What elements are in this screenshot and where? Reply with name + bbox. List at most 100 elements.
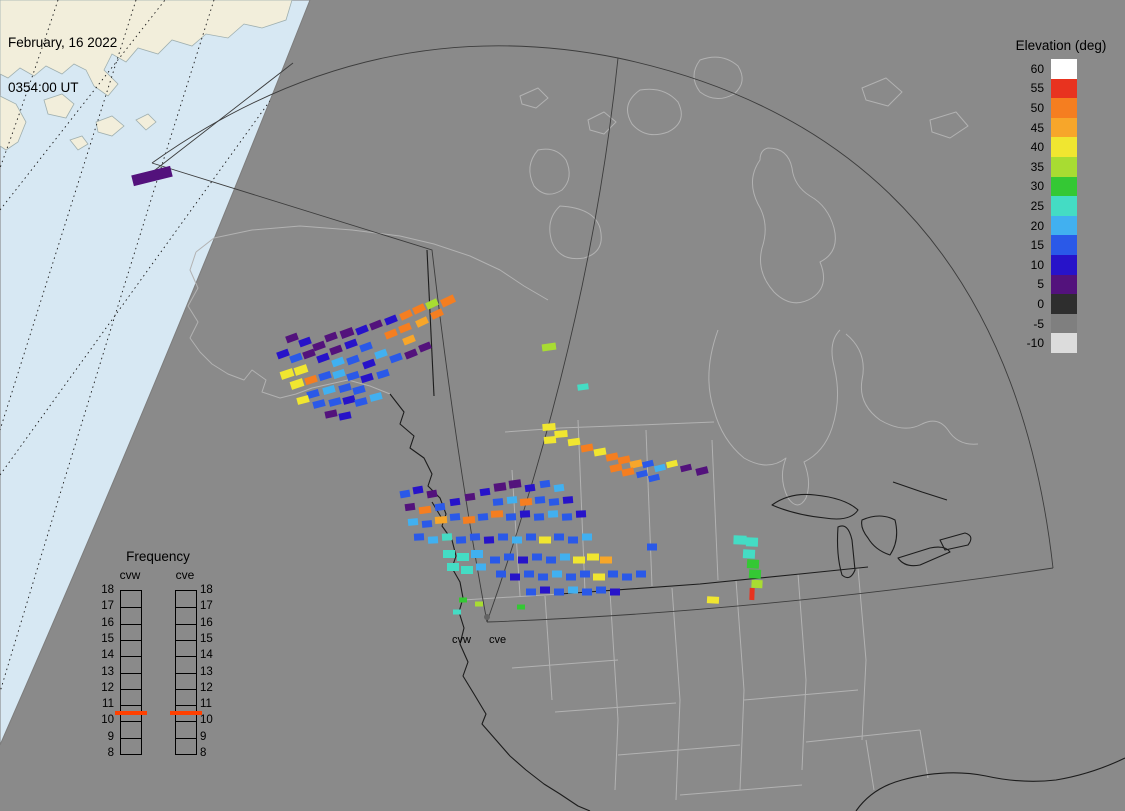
time-text: 0354:00 UT [8, 80, 79, 95]
radar-echo [332, 368, 346, 380]
radar-echo [441, 533, 453, 541]
frequency-tick-label: 17 [101, 600, 114, 613]
map-label-cvw: cvw [452, 634, 471, 646]
radar-echo [324, 331, 338, 343]
elevation-legend-swatch [1051, 137, 1077, 157]
radar-echo [554, 429, 568, 439]
radar-echo [471, 550, 483, 558]
radar-echo [339, 327, 355, 339]
radar-echo [289, 352, 303, 364]
radar-echo [404, 348, 418, 360]
radar-echo [552, 570, 562, 578]
radar-echo [475, 601, 483, 607]
radar-echo [647, 543, 657, 551]
radar-echo [425, 298, 439, 310]
frequency-tick [121, 672, 141, 674]
radar-echo [376, 368, 390, 380]
radar-echo [647, 473, 661, 483]
radar-echo [328, 397, 342, 407]
radar-echo [554, 533, 564, 541]
radar-echo [304, 374, 318, 386]
timestamp-block: February, 16 2022 0354:00 UT [8, 5, 117, 125]
elevation-legend-swatch [1051, 156, 1077, 177]
frequency-tick-label: 18 [101, 584, 114, 596]
elevation-legend-swatch [1051, 333, 1077, 353]
radar-echo [354, 397, 368, 407]
frequency-tick [176, 721, 196, 723]
radar-echo [346, 354, 360, 366]
radar-echo [498, 533, 508, 541]
radar-echo [342, 395, 356, 405]
elevation-legend-label: 5 [1037, 277, 1044, 292]
radar-echo [593, 447, 607, 457]
elevation-legend-label: 15 [1030, 238, 1044, 253]
radar-echo [568, 536, 578, 544]
frequency-tick [176, 607, 196, 609]
radar-echo [355, 324, 369, 336]
frequency-tick-label: 9 [107, 730, 114, 743]
radar-echo [338, 382, 352, 394]
radar-echo [352, 384, 366, 396]
radar-echo [653, 463, 667, 473]
radar-echo [580, 443, 594, 453]
radar-echo [540, 586, 550, 594]
frequency-tick-label: 16 [101, 616, 114, 629]
radar-echo [749, 587, 755, 601]
frequency-tick-label: 9 [200, 730, 207, 743]
radar-echo [517, 604, 525, 610]
radar-echo [609, 463, 623, 473]
radar-echo [360, 372, 374, 384]
radar-echo [538, 573, 548, 581]
elevation-legend-entry: 15 [1000, 235, 1122, 255]
radar-echo [369, 319, 383, 331]
frequency-panel-title: Frequency [126, 549, 190, 564]
radar-echo [453, 609, 461, 615]
radar-echo [439, 294, 457, 308]
radar-echo [593, 573, 605, 581]
radar-echo [312, 399, 326, 409]
radar-echo [539, 536, 551, 544]
frequency-tick-label: 11 [102, 698, 114, 711]
radar-echo [293, 364, 309, 376]
radar-echo [285, 332, 299, 344]
radar-echo [508, 479, 522, 489]
map-label-cve: cve [489, 634, 507, 646]
radar-echo [751, 579, 763, 589]
frequency-tick-label: 14 [101, 649, 114, 662]
elevation-legend-swatch [1051, 59, 1077, 79]
radar-echo [746, 559, 760, 569]
radar-echo [742, 549, 756, 559]
radar-echo [418, 341, 432, 353]
radar-echo [568, 586, 578, 594]
frequency-column-headers: cvw cve [93, 568, 223, 584]
radar-echo [490, 510, 504, 518]
radar-echo [279, 368, 295, 380]
elevation-legend-label: 20 [1030, 218, 1044, 233]
elevation-legend-label: 45 [1030, 120, 1044, 135]
elevation-legend-entry: 10 [1000, 254, 1122, 275]
elevation-legend-swatch [1051, 313, 1077, 334]
radar-echo [430, 308, 444, 320]
elevation-legend-entry: 45 [1000, 117, 1122, 138]
frequency-tick-label: 15 [101, 632, 114, 645]
radar-echo [344, 338, 358, 350]
radar-echo [331, 356, 345, 368]
elevation-legend-label: 35 [1030, 159, 1044, 174]
frequency-tick [176, 688, 196, 690]
radar-echo [600, 556, 612, 564]
radar-echo [582, 533, 592, 541]
frequency-tick [176, 623, 196, 625]
radar-echo [562, 496, 574, 504]
radar-echo [462, 515, 476, 525]
radar-echo [459, 597, 467, 603]
radar-echo [496, 570, 506, 578]
frequency-tick-label: 14 [200, 649, 213, 662]
radar-echo [519, 497, 533, 507]
radar-echo [567, 437, 581, 447]
radar-echo [318, 370, 332, 382]
radar-echo [665, 459, 679, 469]
radar-echo [526, 533, 536, 541]
frequency-column-cvw-label: cvw [119, 568, 141, 582]
